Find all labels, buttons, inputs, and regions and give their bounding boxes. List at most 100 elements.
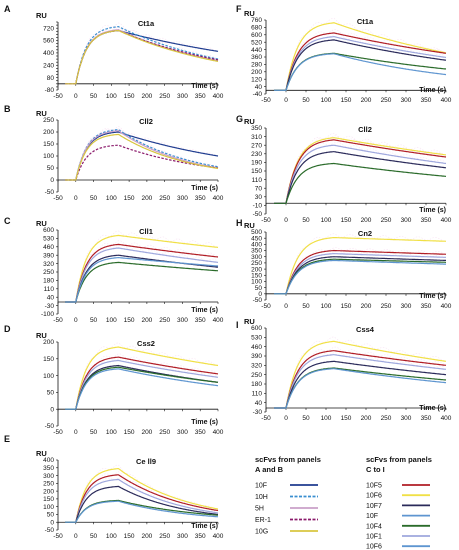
panel-g: G RUCll2-50-103070110150190230270310350-5…	[236, 114, 452, 224]
series-line-10f5	[274, 139, 447, 204]
panel-h: H RUCn2-50050100150200250300350400450500-…	[236, 218, 452, 310]
x-tick-label: 300	[401, 415, 412, 422]
series-line-er-1	[65, 29, 219, 85]
legend-group2-subtitle: C to I	[366, 465, 385, 474]
y-tick-label: 310	[251, 134, 262, 141]
y-tick-label: 100	[251, 279, 262, 286]
y-axis-unit: RU	[244, 117, 255, 126]
y-tick-label: 0	[50, 406, 54, 413]
y-tick-label: -40	[253, 91, 263, 98]
y-tick-label: 200	[251, 69, 262, 76]
series-line-10f7	[65, 485, 218, 523]
series-line-10f4	[65, 366, 219, 410]
legend-group2-title: scFvs from panels	[366, 455, 432, 464]
legend-label: 10F7	[366, 503, 382, 510]
x-tick-label: 200	[141, 429, 152, 436]
y-axis-unit: RU	[36, 11, 47, 20]
panel-title: Cll2	[358, 125, 372, 134]
series-line-10f6	[65, 234, 219, 303]
y-tick-label: 440	[251, 47, 262, 54]
x-tick-label: 350	[195, 93, 206, 100]
y-tick-label: 190	[251, 160, 262, 167]
x-tick-label: 150	[124, 93, 135, 100]
x-tick-label: 50	[302, 415, 310, 422]
replicate-band	[65, 464, 217, 523]
series-line-10f7	[274, 360, 447, 409]
replicate-band	[65, 125, 217, 181]
y-tick-label: 600	[251, 325, 262, 332]
series-line-10g	[65, 29, 219, 85]
series-line-10f4	[274, 162, 447, 204]
panel-letter: G	[236, 114, 243, 124]
series-line-10f1	[274, 354, 447, 409]
panel-i: I RU Css4 -30 40 110 180 250 320 390 460 530 600 -50 0…	[236, 317, 452, 422]
legend-label: 10F	[255, 483, 267, 490]
x-tick-label: -50	[53, 429, 63, 436]
series-line-10g	[65, 133, 219, 181]
replicate-curve	[65, 230, 217, 303]
y-tick-label: 30	[255, 194, 263, 201]
panel-title: Css4	[356, 325, 375, 334]
series-line-10f1	[65, 359, 219, 410]
x-tick-label: 0	[284, 97, 288, 104]
y-tick-label: 270	[251, 142, 262, 149]
y-tick-label: 460	[43, 244, 54, 251]
legend-label: 10F4	[366, 523, 382, 530]
x-tick-label: 150	[341, 415, 352, 422]
replicate-curve	[274, 141, 445, 204]
series-line-10f5	[65, 474, 219, 523]
series-line-10f6	[65, 468, 219, 523]
x-axis-label: Time (s)	[191, 419, 218, 426]
y-axis-unit: RU	[36, 331, 47, 340]
legend-label: 10F6	[366, 493, 382, 500]
y-tick-label: 230	[251, 151, 262, 158]
y-tick-label: 0	[50, 177, 54, 184]
series-line-10f	[274, 368, 447, 409]
x-tick-label: 200	[361, 97, 372, 104]
y-tick-label: 720	[43, 25, 54, 32]
x-tick-label: 100	[106, 195, 117, 202]
x-axis-label: Time (s)	[191, 307, 218, 314]
panel-f: F RUCt1a-4040120200280360440520600680760-…	[236, 4, 452, 104]
x-tick-label: 50	[90, 317, 98, 324]
y-tick-label: 530	[251, 335, 262, 342]
x-tick-label: 50	[90, 195, 98, 202]
x-tick-label: 200	[361, 303, 372, 310]
x-tick-label: 200	[361, 415, 372, 422]
legend-label: 10G	[255, 529, 268, 536]
series-line-10f1	[274, 252, 446, 295]
y-tick-label: -50	[45, 189, 55, 196]
x-tick-label: 250	[159, 93, 170, 100]
y-tick-label: 300	[251, 254, 262, 261]
y-axis-unit: RU	[36, 219, 47, 228]
x-tick-label: 50	[90, 429, 98, 436]
x-tick-label: 400	[441, 217, 452, 224]
y-tick-label: 150	[251, 168, 262, 175]
y-tick-label: 40	[255, 84, 263, 91]
x-tick-label: -50	[53, 195, 63, 202]
x-tick-label: 0	[74, 195, 78, 202]
x-tick-label: 0	[74, 429, 78, 436]
y-tick-label: 450	[251, 235, 262, 242]
y-axis-unit: RU	[36, 109, 47, 118]
y-axis-unit: RU	[244, 221, 255, 230]
x-tick-label: 350	[421, 303, 432, 310]
x-tick-label: 350	[195, 533, 206, 540]
x-tick-label: 100	[321, 415, 332, 422]
y-tick-label: 200	[43, 339, 54, 346]
panel-letter: C	[4, 216, 11, 226]
x-tick-label: 150	[124, 317, 135, 324]
y-tick-label: 280	[251, 62, 262, 69]
panel-a: A RU Ct1a -80 80 240 400 560 720 -50 0 50 100 150 200 2…	[4, 4, 224, 100]
panel-letter: D	[4, 324, 11, 334]
x-tick-label: 0	[74, 533, 78, 540]
x-tick-label: 50	[302, 303, 310, 310]
x-tick-label: 350	[195, 317, 206, 324]
x-tick-label: 250	[159, 429, 170, 436]
x-tick-label: 0	[74, 93, 78, 100]
replicate-curve	[274, 346, 445, 409]
panel-letter: I	[236, 320, 239, 330]
x-tick-label: 150	[341, 97, 352, 104]
x-tick-label: 400	[213, 429, 224, 436]
y-tick-label: 40	[47, 294, 55, 301]
